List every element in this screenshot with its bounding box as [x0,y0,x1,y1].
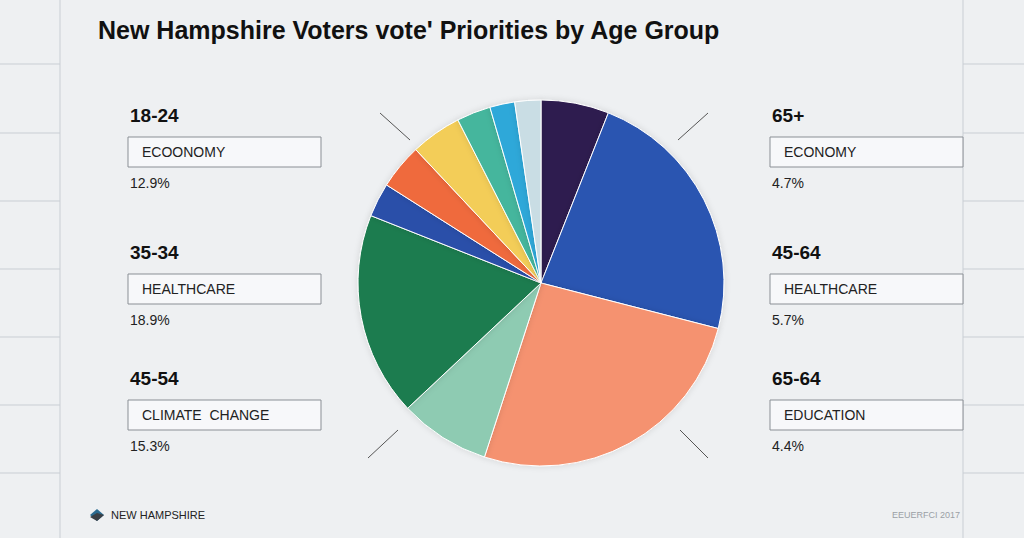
svg-text:12.9%: 12.9% [130,175,170,191]
svg-text:18.9%: 18.9% [130,312,170,328]
svg-text:45-54: 45-54 [130,368,179,389]
svg-text:NEW HAMPSHIRE: NEW HAMPSHIRE [111,509,205,521]
svg-text:ECOONOMY: ECOONOMY [142,144,226,160]
svg-text:45-64: 45-64 [772,242,821,263]
svg-text:65-64: 65-64 [772,368,821,389]
svg-text:New Hampshire Voters vote' Pri: New Hampshire Voters vote' Priorities by… [98,16,719,44]
svg-text:CLIMATE CHANGE: CLIMATE CHANGE [142,407,269,423]
svg-text:5.7%: 5.7% [772,312,804,328]
svg-text:ECONOMY: ECONOMY [784,144,857,160]
svg-text:18-24: 18-24 [130,105,179,126]
svg-text:65+: 65+ [772,105,804,126]
svg-text:4.4%: 4.4% [772,438,804,454]
svg-text:35-34: 35-34 [130,242,179,263]
svg-text:15.3%: 15.3% [130,438,170,454]
svg-text:EEUERFCI 2017: EEUERFCI 2017 [892,510,960,520]
svg-text:EDUCATION: EDUCATION [784,407,865,423]
svg-text:4.7%: 4.7% [772,175,804,191]
svg-text:HEALTHCARE: HEALTHCARE [784,281,877,297]
svg-text:HEALTHCARE: HEALTHCARE [142,281,235,297]
